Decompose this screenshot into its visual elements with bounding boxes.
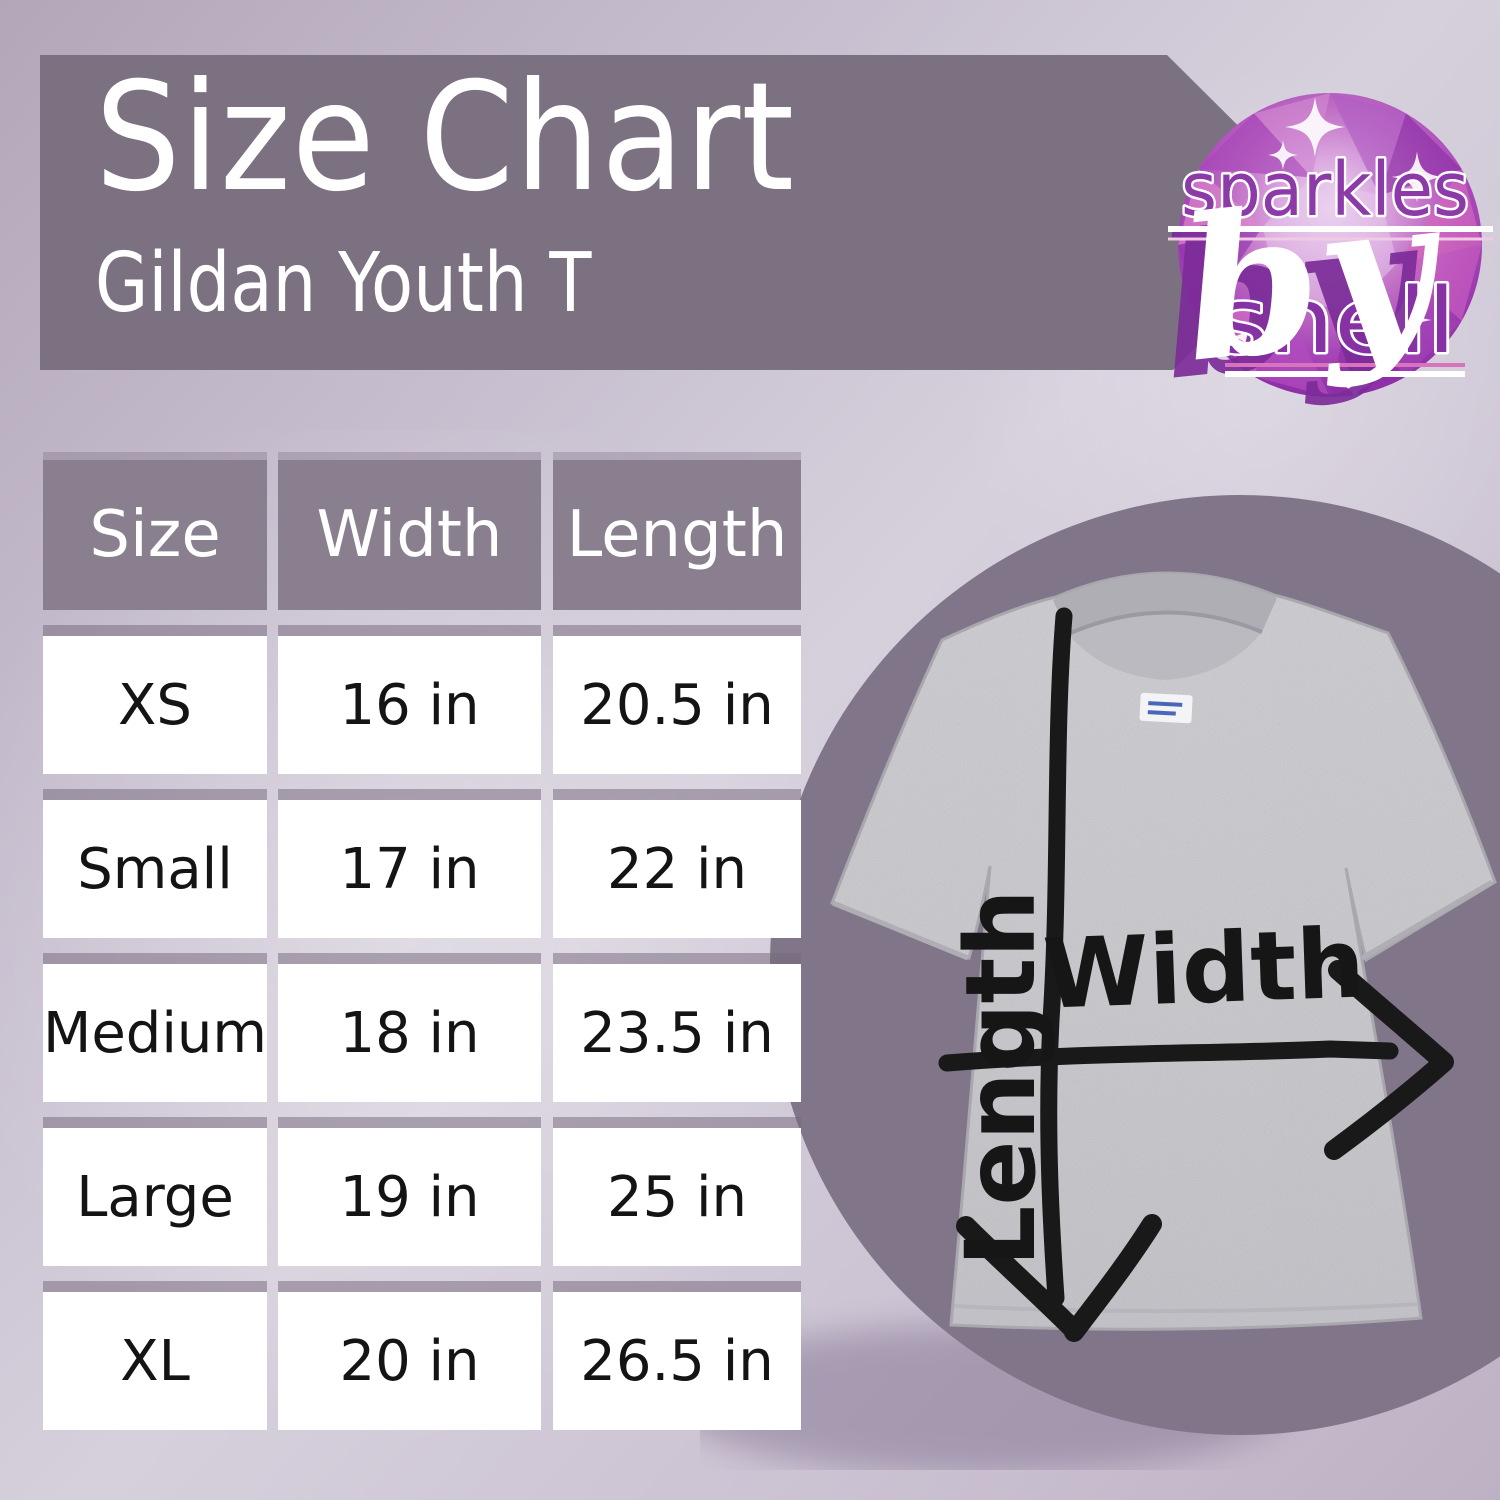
hem-seam	[953, 1302, 1419, 1314]
table-row: Medium 18 in 23.5 in	[43, 964, 801, 1102]
cell-length: 25 in	[553, 1128, 801, 1266]
sparkles-by-shell-logo: by sparkles shell by	[1150, 93, 1493, 424]
logo-sparkles-text: sparkles	[1181, 147, 1469, 233]
cell-width: 17 in	[278, 800, 541, 938]
header-band	[40, 55, 1328, 370]
cell-width: 16 in	[278, 636, 541, 774]
cell-length: 22 in	[553, 800, 801, 938]
collar-seam	[1067, 610, 1263, 636]
table-header-row: Size Width Length	[43, 460, 801, 610]
shell-underline	[1225, 363, 1465, 377]
logo-by-shadow: by	[1150, 169, 1434, 424]
page-title: Size Chart	[95, 51, 796, 225]
cell-size: Large	[43, 1128, 267, 1266]
column-header-width: Width	[278, 460, 541, 610]
collar-inside	[1068, 611, 1262, 680]
cell-width: 20 in	[278, 1292, 541, 1430]
width-arrow-shaft	[938, 1040, 1399, 1072]
tshirt-illustration: Width Length	[700, 495, 1500, 1470]
collar-band	[1053, 573, 1277, 634]
cell-length: 23.5 in	[553, 964, 801, 1102]
width-label: Width	[1041, 907, 1366, 1030]
cell-size: Small	[43, 800, 267, 938]
logo-by-text: by	[1172, 151, 1456, 406]
cell-width: 18 in	[278, 964, 541, 1102]
cell-length: 26.5 in	[553, 1292, 801, 1430]
cell-size: XS	[43, 636, 267, 774]
cell-size: XL	[43, 1292, 267, 1430]
length-arrow-shaft	[1040, 607, 1073, 1307]
sleeve-seams	[832, 879, 1494, 961]
collar-tag	[1139, 692, 1193, 724]
width-arrowhead	[1324, 960, 1454, 1160]
cell-length: 20.5 in	[553, 636, 801, 774]
length-label: Length	[945, 889, 1057, 1267]
logo-shell-text: shell	[1214, 269, 1456, 374]
table-row: Large 19 in 25 in	[43, 1128, 801, 1266]
cell-size: Medium	[43, 964, 267, 1102]
sparkles-underline	[1168, 226, 1493, 241]
column-header-length: Length	[553, 460, 801, 610]
page-subtitle: Gildan Youth T	[95, 236, 592, 331]
table-row: XL 20 in 26.5 in	[43, 1292, 801, 1430]
cell-width: 19 in	[278, 1128, 541, 1266]
length-arrowhead	[956, 1214, 1162, 1342]
table-row: XS 16 in 20.5 in	[43, 636, 801, 774]
table-row: Small 17 in 22 in	[43, 800, 801, 938]
column-header-size: Size	[43, 460, 267, 610]
